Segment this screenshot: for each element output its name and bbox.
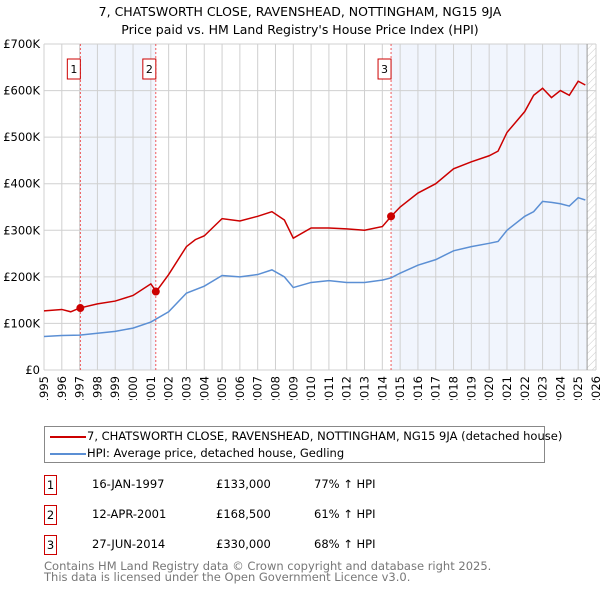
x-tick-label: 2014 bbox=[375, 376, 389, 400]
sale-price: £133,000 bbox=[216, 477, 271, 491]
x-tick-label: 1998 bbox=[90, 376, 104, 400]
legend-swatch-hpi bbox=[50, 453, 86, 455]
y-tick-label: £400K bbox=[3, 177, 40, 191]
x-tick-label: 2024 bbox=[553, 376, 567, 400]
sale-price: £168,500 bbox=[216, 507, 271, 521]
x-tick-label: 2021 bbox=[500, 376, 514, 400]
sale-marker-number: 1 bbox=[70, 63, 77, 76]
sale-hpi-change: 68% ↑ HPI bbox=[314, 537, 376, 551]
y-tick-label: £600K bbox=[3, 84, 40, 98]
sale-price: £330,000 bbox=[216, 537, 271, 551]
x-tick-label: 2012 bbox=[340, 376, 354, 400]
sale-number-badge: 1 bbox=[44, 475, 57, 495]
chart-title: 7, CHATSWORTH CLOSE, RAVENSHEAD, NOTTING… bbox=[98, 4, 502, 19]
x-tick-label: 2015 bbox=[393, 376, 407, 400]
x-tick-label: 2016 bbox=[411, 376, 425, 400]
legend-swatch-property bbox=[50, 436, 86, 438]
x-tick-label: 2003 bbox=[179, 376, 193, 400]
legend-label-property: 7, CHATSWORTH CLOSE, RAVENSHEAD, NOTTING… bbox=[87, 429, 563, 443]
x-tick-label: 2010 bbox=[304, 376, 318, 400]
x-tick-label: 2022 bbox=[518, 376, 532, 400]
legend: 7, CHATSWORTH CLOSE, RAVENSHEAD, NOTTING… bbox=[44, 426, 562, 463]
y-tick-label: £500K bbox=[3, 130, 40, 144]
price-chart: 1995 1996 1997 1998 1999 2000 2001 2002 2003 2004… bbox=[3, 37, 600, 400]
y-tick-label: £100K bbox=[3, 316, 40, 330]
sale-hpi-change: 61% ↑ HPI bbox=[314, 507, 376, 521]
x-tick-label: 2000 bbox=[126, 376, 140, 400]
sale-number-badge: 3 bbox=[44, 535, 57, 555]
hpi-line bbox=[43, 196, 586, 338]
sale-hpi-change: 77% ↑ HPI bbox=[314, 477, 376, 491]
sale-marker-box bbox=[66, 58, 81, 80]
x-tick-label: 2002 bbox=[162, 376, 176, 400]
x-tick-label: 2017 bbox=[429, 376, 443, 400]
property-price-line bbox=[43, 80, 586, 313]
x-tick-label: 2009 bbox=[286, 376, 300, 400]
y-tick-label: £700K bbox=[3, 37, 40, 51]
y-tick-label: £0 bbox=[25, 363, 40, 377]
x-tick-label: 2023 bbox=[536, 376, 550, 400]
x-tick-label: 2020 bbox=[482, 376, 496, 400]
x-tick-label: 2019 bbox=[464, 376, 478, 400]
x-tick-label: 1999 bbox=[108, 376, 122, 400]
x-tick-label: 2006 bbox=[233, 376, 247, 400]
x-tick-label: 1996 bbox=[55, 376, 69, 400]
ownership-band bbox=[80, 44, 156, 370]
x-tick-label: 2007 bbox=[251, 376, 265, 400]
sale-marker-number: 3 bbox=[381, 63, 388, 76]
footer-licence: This data is licensed under the Open Gov… bbox=[44, 570, 411, 584]
future-hatch bbox=[587, 44, 596, 370]
sale-number-badge: 2 bbox=[44, 505, 57, 525]
sale-point bbox=[387, 212, 396, 221]
sale-marker-number: 2 bbox=[146, 63, 153, 76]
x-tick-label: 2025 bbox=[571, 376, 585, 400]
sale-marker-box bbox=[377, 58, 392, 80]
chart-subtitle: Price paid vs. HM Land Registry's House … bbox=[121, 22, 479, 37]
x-tick-label: 2001 bbox=[144, 376, 158, 400]
x-tick-label: 2008 bbox=[268, 376, 282, 400]
x-tick-label: 2005 bbox=[215, 376, 229, 400]
sale-point bbox=[151, 287, 160, 296]
x-tick-label: 2018 bbox=[447, 376, 461, 400]
sale-point bbox=[76, 304, 85, 313]
x-tick-label: 2013 bbox=[358, 376, 372, 400]
sale-date: 16-JAN-1997 bbox=[92, 477, 165, 491]
footer-copyright: Contains HM Land Registry data © Crown c… bbox=[44, 559, 492, 573]
x-tick-label: 1997 bbox=[73, 376, 87, 400]
sale-marker-box bbox=[142, 58, 157, 80]
y-tick-label: £300K bbox=[3, 223, 40, 237]
x-tick-label: 1995 bbox=[37, 376, 51, 400]
x-tick-label: 2026 bbox=[589, 376, 600, 400]
sale-date: 27-JUN-2014 bbox=[92, 537, 166, 551]
y-tick-label: £200K bbox=[3, 270, 40, 284]
x-tick-label: 2004 bbox=[197, 376, 211, 400]
legend-label-hpi: HPI: Average price, detached house, Gedl… bbox=[87, 446, 345, 460]
x-tick-label: 2011 bbox=[322, 376, 336, 400]
sale-date: 12-APR-2001 bbox=[92, 507, 167, 521]
